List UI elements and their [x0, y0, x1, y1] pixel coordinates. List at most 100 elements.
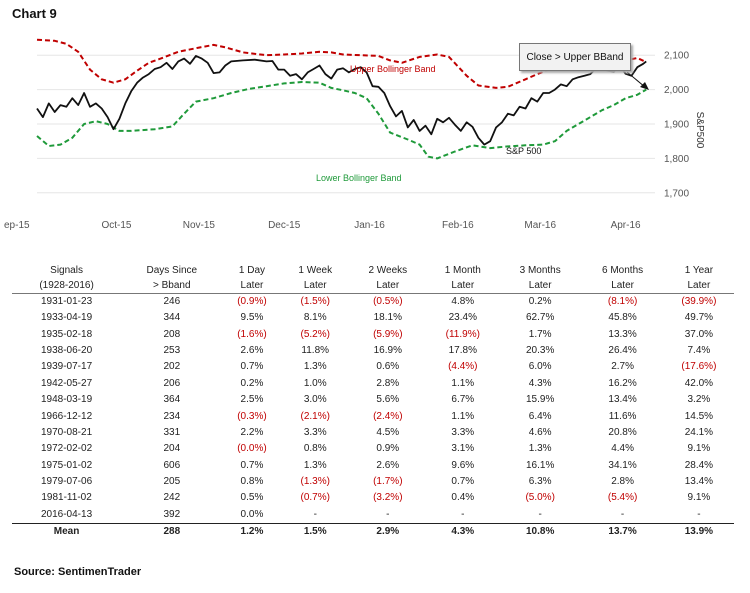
- x-tick-label: Nov-15: [183, 220, 216, 231]
- column-header: 1 Year: [684, 265, 714, 276]
- table-cell: 5.6%: [376, 394, 400, 406]
- table-cell: 1942-05-27: [40, 377, 93, 389]
- table-cell: 0.2%: [528, 296, 552, 307]
- table-cell: 206: [163, 377, 181, 389]
- table-cell: 3.3%: [303, 426, 327, 438]
- table-cell: 13.4%: [608, 394, 637, 406]
- column-header: 1 Month: [444, 265, 481, 276]
- table-cell: 14.5%: [684, 410, 714, 422]
- table-cell: (39.9%): [681, 296, 717, 307]
- table-cell: 208: [163, 328, 181, 340]
- table-cell: 62.7%: [526, 312, 555, 324]
- table-cell: (3.2%): [373, 492, 403, 504]
- table-cell: (2.1%): [300, 410, 330, 422]
- y-tick-label: 1,700: [664, 188, 689, 199]
- column-header: 6 Months: [602, 265, 644, 276]
- mean-row: Mean 288 1.2% 1.5% 2.9% 4.3% 10.8% 13.7% 13.9%: [12, 522, 734, 542]
- table-row: 1939-07-17 202 0.7% 1.3% 0.6% (4.4%) 6.0% 2.7% (…: [12, 359, 734, 375]
- table-cell: 204: [163, 443, 181, 455]
- table-cell: 1938-06-20: [40, 344, 93, 356]
- mean-cell: 13.9%: [663, 522, 734, 542]
- x-tick-label: Feb-16: [442, 220, 474, 231]
- axis-labels: 1,700 1,800 1,900 2,000 2,100 ep-15 Oct-15 Nov-…: [4, 51, 689, 231]
- table-cell: 1939-07-17: [40, 361, 93, 373]
- table-row: 1931-01-23 246 (0.9%) (1.5%) (0.5%) 4.8% 0.2% (…: [12, 294, 734, 311]
- table-cell: 0.7%: [240, 459, 264, 471]
- table-cell: 9.1%: [687, 492, 711, 504]
- table-cell: 1933-04-19: [40, 312, 93, 324]
- sp500-bollinger-chart: 1,700 1,800 1,900 2,000 2,100 ep-15 Oct-15 Nov-…: [4, 38, 705, 231]
- table-cell: 3.1%: [451, 443, 475, 455]
- column-header: Signals: [50, 265, 83, 276]
- table-cell: (17.6%): [681, 361, 717, 373]
- column-header: 1 Day: [238, 265, 266, 276]
- column-header: Later: [581, 278, 664, 294]
- table-cell: 9.5%: [240, 312, 264, 324]
- table-cell: 1.7%: [528, 328, 552, 340]
- lower-series-line: [36, 81, 647, 160]
- column-header: 3 Months: [519, 265, 561, 276]
- table-row: 2016-04-13 392 0.0% - - - - - -: [12, 507, 734, 524]
- table-cell: 0.2%: [240, 377, 264, 389]
- upper-band-label: Upper Bollinger Band: [350, 64, 436, 74]
- callout-arrowhead: [640, 82, 649, 90]
- signal-callout: Close > Upper BBand: [519, 43, 631, 71]
- table-cell: 28.4%: [684, 459, 714, 471]
- column-header: Later: [349, 278, 427, 294]
- table-header: Signals Days Since 1 Day 1 Week 2 Weeks 1 Mon…: [12, 263, 734, 294]
- table-cell: 1981-11-02: [41, 492, 92, 504]
- y-tick-label: 1,900: [664, 120, 689, 131]
- table-cell: 20.8%: [608, 426, 637, 438]
- table-cell: 34.1%: [608, 459, 637, 471]
- table-row: 1981-11-02 242 0.5% (0.7%) (3.2%) 0.4% (5.0%) (…: [12, 490, 734, 506]
- signals-table: Signals Days Since 1 Day 1 Week 2 Weeks 1 Mon…: [12, 263, 734, 542]
- x-tick-label: Oct-15: [101, 220, 131, 231]
- table-cell: (0.3%): [237, 410, 267, 422]
- table-cell: 253: [163, 344, 181, 356]
- table-cell: (1.6%): [237, 328, 267, 340]
- table-cell: (1.5%): [300, 296, 330, 307]
- table-cell: -: [461, 508, 465, 520]
- table-cell: 4.8%: [451, 296, 475, 307]
- table-cell: -: [620, 508, 625, 520]
- table-cell: (4.4%): [448, 361, 478, 373]
- table-cell: 4.4%: [611, 443, 634, 455]
- table-row: 1975-01-02 606 0.7% 1.3% 2.6% 9.6% 16.1% 34.1% 2…: [12, 458, 734, 474]
- sp-series-line: [36, 54, 647, 146]
- upper-series-line: [36, 38, 647, 89]
- table-cell: 1.1%: [451, 410, 475, 422]
- table-cell: 242: [163, 492, 181, 504]
- table-cell: 24.1%: [684, 426, 714, 438]
- table-cell: 1935-02-18: [40, 328, 93, 340]
- table-cell: 3.3%: [451, 426, 475, 438]
- x-tick-label: Apr-16: [611, 220, 641, 231]
- table-cell: 42.0%: [684, 377, 714, 389]
- table-cell: 2.6%: [376, 459, 400, 471]
- mean-cell: 10.8%: [498, 522, 582, 542]
- table-cell: 37.0%: [684, 328, 714, 340]
- table-cell: (1.7%): [373, 476, 403, 488]
- table-cell: (5.9%): [373, 328, 403, 340]
- column-header: (1928-2016): [12, 278, 122, 294]
- table-cell: 1972-02-02: [40, 443, 93, 455]
- table-cell: 6.3%: [528, 476, 552, 488]
- table-row: 1938-06-20 253 2.6% 11.8% 16.9% 17.8% 20.3% 26.…: [12, 343, 734, 359]
- table-cell: 2.5%: [240, 394, 264, 406]
- table-row: 1933-04-19 344 9.5% 8.1% 18.1% 23.4% 62.7% 45.8…: [12, 310, 734, 326]
- table-cell: 246: [163, 296, 181, 307]
- table-cell: 331: [163, 426, 181, 438]
- column-header: Days Since: [146, 265, 198, 276]
- table-cell: 202: [163, 361, 181, 373]
- table-cell: 1931-01-23: [40, 296, 93, 307]
- table-cell: 2.6%: [240, 344, 264, 356]
- table-cell: 2.8%: [611, 476, 634, 488]
- table-cell: 6.4%: [528, 410, 552, 422]
- table-cell: 2.8%: [376, 377, 400, 389]
- column-header: Later: [281, 278, 350, 294]
- table-cell: 4.5%: [376, 426, 400, 438]
- table-body: 1931-01-23 246 (0.9%) (1.5%) (0.5%) 4.8% 0.2% (…: [12, 294, 734, 524]
- table-row: 1970-08-21 331 2.2% 3.3% 4.5% 3.3% 4.6% 20.8% 24…: [12, 425, 734, 441]
- x-tick-label: Jan-16: [354, 220, 385, 231]
- table-cell: 364: [163, 394, 181, 406]
- table-cell: 4.3%: [528, 377, 552, 389]
